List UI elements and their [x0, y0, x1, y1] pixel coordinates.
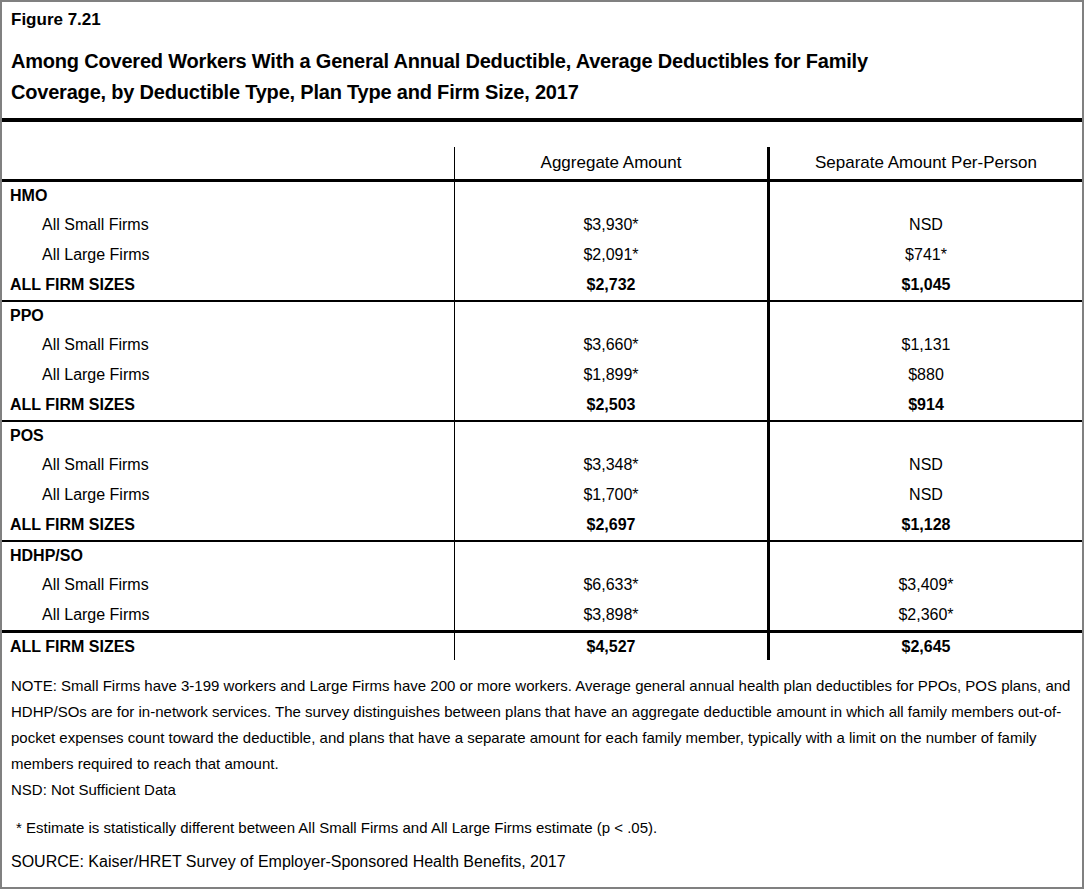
plan-type-label: PPO	[2, 302, 454, 330]
separate-value	[767, 542, 1082, 570]
row-label: All Small Firms	[2, 330, 454, 360]
table-row: POS	[2, 422, 1082, 450]
separate-value: $880	[767, 360, 1082, 390]
table-section-ppo: PPO All Small Firms $3,660* $1,131 All L…	[2, 302, 1082, 422]
aggregate-value	[454, 302, 767, 330]
separate-value: $1,131	[767, 330, 1082, 360]
aggregate-value	[454, 182, 767, 210]
table-row: All Large Firms $1,899* $880	[2, 360, 1082, 390]
separate-value	[767, 182, 1082, 210]
table-row: All Small Firms $3,660* $1,131	[2, 330, 1082, 360]
aggregate-value: $2,091*	[454, 240, 767, 270]
table-row-all-firm-sizes-total: ALL FIRM SIZES $4,527 $2,645	[2, 630, 1082, 660]
aggregate-value: $1,700*	[454, 480, 767, 510]
aggregate-value: $3,660*	[454, 330, 767, 360]
table-row: All Small Firms $6,633* $3,409*	[2, 570, 1082, 600]
aggregate-value: $2,732	[454, 270, 767, 300]
row-label: ALL FIRM SIZES	[2, 390, 454, 420]
figure-title-line1: Among Covered Workers With a General Ann…	[11, 50, 868, 72]
aggregate-value: $6,633*	[454, 570, 767, 600]
table-row: All Large Firms $1,700* NSD	[2, 480, 1082, 510]
table-row: All Large Firms $3,898* $2,360*	[2, 600, 1082, 630]
plan-type-label: HDHP/SO	[2, 542, 454, 570]
table-section-pos: POS All Small Firms $3,348* NSD All Larg…	[2, 422, 1082, 542]
row-label: ALL FIRM SIZES	[2, 633, 454, 660]
aggregate-value	[454, 422, 767, 450]
deductibles-table: Aggregate Amount Separate Amount Per-Per…	[2, 122, 1082, 660]
table-header-row: Aggregate Amount Separate Amount Per-Per…	[2, 122, 1082, 182]
row-label: ALL FIRM SIZES	[2, 270, 454, 300]
table-section-hmo: HMO All Small Firms $3,930* NSD All Larg…	[2, 182, 1082, 302]
table-row: ALL FIRM SIZES $2,503 $914	[2, 390, 1082, 420]
row-label: All Large Firms	[2, 240, 454, 270]
note-text: NOTE: Small Firms have 3-199 workers and…	[11, 673, 1073, 777]
separate-value: NSD	[767, 450, 1082, 480]
separate-value: $1,128	[767, 510, 1082, 540]
aggregate-value: $2,697	[454, 510, 767, 540]
separate-value: $741*	[767, 240, 1082, 270]
separate-value: $3,409*	[767, 570, 1082, 600]
table-row: All Small Firms $3,348* NSD	[2, 450, 1082, 480]
table-row: PPO	[2, 302, 1082, 330]
figure-number: Figure 7.21	[11, 10, 101, 30]
row-label: ALL FIRM SIZES	[2, 510, 454, 540]
table-row: HDHP/SO	[2, 542, 1082, 570]
significance-note: * Estimate is statistically different be…	[11, 815, 1072, 841]
row-label: All Small Firms	[2, 450, 454, 480]
table-row: All Small Firms $3,930* NSD	[2, 210, 1082, 240]
table-row: ALL FIRM SIZES $2,697 $1,128	[2, 510, 1082, 540]
separate-value: NSD	[767, 480, 1082, 510]
nsd-note: NSD: Not Sufficient Data	[11, 777, 1072, 803]
figure-title: Among Covered Workers With a General Ann…	[11, 46, 1061, 108]
aggregate-value: $3,930*	[454, 210, 767, 240]
aggregate-value: $2,503	[454, 390, 767, 420]
aggregate-value: $4,527	[454, 633, 767, 660]
separate-value: NSD	[767, 210, 1082, 240]
table-section-hdhpso: HDHP/SO All Small Firms $6,633* $3,409* …	[2, 542, 1082, 660]
separate-value	[767, 302, 1082, 330]
plan-type-label: POS	[2, 422, 454, 450]
separate-value: $1,045	[767, 270, 1082, 300]
row-label: All Large Firms	[2, 360, 454, 390]
source-text: SOURCE: Kaiser/HRET Survey of Employer-S…	[11, 849, 1072, 875]
table-row: HMO	[2, 182, 1082, 210]
row-label: All Small Firms	[2, 210, 454, 240]
row-label: All Large Firms	[2, 600, 454, 630]
row-label: All Large Firms	[2, 480, 454, 510]
aggregate-value: $3,348*	[454, 450, 767, 480]
separate-value: $914	[767, 390, 1082, 420]
separate-value	[767, 422, 1082, 450]
column-header-blank	[2, 122, 454, 179]
title-block: Figure 7.21 Among Covered Workers With a…	[2, 2, 1082, 118]
plan-type-label: HMO	[2, 182, 454, 210]
table-row: All Large Firms $2,091* $741*	[2, 240, 1082, 270]
row-label: All Small Firms	[2, 570, 454, 600]
figure-page: Figure 7.21 Among Covered Workers With a…	[0, 0, 1084, 889]
aggregate-value: $3,898*	[454, 600, 767, 630]
figure-title-line2: Coverage, by Deductible Type, Plan Type …	[11, 81, 579, 103]
aggregate-value	[454, 542, 767, 570]
aggregate-value: $1,899*	[454, 360, 767, 390]
footnotes-block: NOTE: Small Firms have 3-199 workers and…	[2, 660, 1082, 875]
column-header-aggregate: Aggregate Amount	[454, 147, 767, 179]
column-header-separate: Separate Amount Per-Person	[767, 147, 1082, 179]
separate-value: $2,360*	[767, 600, 1082, 630]
table-row: ALL FIRM SIZES $2,732 $1,045	[2, 270, 1082, 300]
separate-value: $2,645	[767, 633, 1082, 660]
